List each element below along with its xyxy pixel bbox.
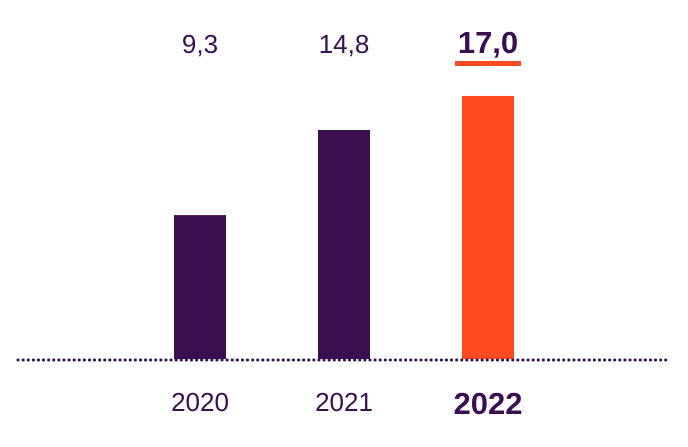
value-label-2020: 9,3 (182, 29, 218, 59)
bar-2021 (318, 129, 370, 359)
value-labels-group: 9,3 14,8 17,0 (182, 25, 518, 60)
bar-2020 (174, 215, 226, 359)
bars-group (174, 95, 514, 360)
value-label-2021: 14,8 (319, 29, 370, 59)
highlight-value-underline (455, 61, 521, 66)
category-label-2020: 2020 (171, 387, 229, 417)
bar-2022 (462, 95, 514, 360)
category-labels-group: 2020 2021 2022 (171, 386, 522, 421)
category-label-2021: 2021 (315, 387, 373, 417)
category-label-2022: 2022 (454, 386, 523, 421)
value-label-2022: 17,0 (458, 25, 518, 60)
